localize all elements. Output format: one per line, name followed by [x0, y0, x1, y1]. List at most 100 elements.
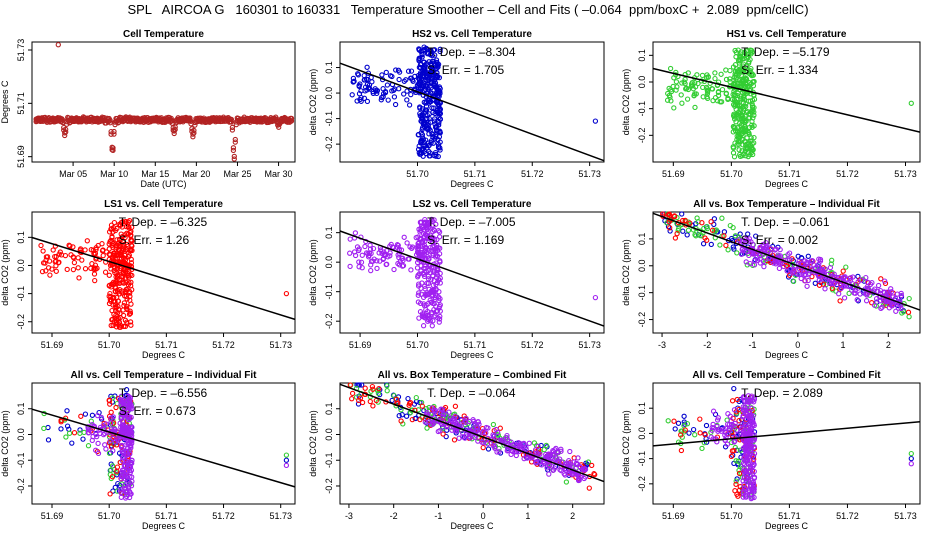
data-point	[107, 262, 114, 268]
x-tick-label: Mar 20	[182, 169, 210, 179]
data-point	[115, 303, 121, 310]
x-tick-label: -1	[749, 340, 757, 350]
data-point	[437, 46, 443, 52]
data-point	[108, 415, 114, 421]
data-point	[418, 219, 425, 225]
data-point	[541, 446, 547, 453]
data-point	[670, 83, 676, 90]
data-point	[80, 436, 86, 442]
y-tick-label: 0.1	[637, 233, 647, 246]
data-point	[546, 471, 552, 477]
data-point	[898, 292, 905, 299]
panel-title: HS1 vs. Cell Temperature	[727, 29, 847, 40]
data-point	[798, 275, 804, 282]
data-point	[666, 92, 673, 99]
data-point	[89, 429, 95, 435]
data-point	[108, 420, 114, 426]
data-point	[671, 105, 677, 111]
data-point	[396, 76, 402, 83]
panel-title: LS1 vs. Cell Temperature	[104, 199, 223, 210]
data-point	[63, 129, 69, 135]
data-point	[665, 418, 671, 424]
data-point	[79, 257, 85, 263]
panel-title: Cell Temperature	[123, 29, 204, 40]
data-point	[118, 251, 124, 258]
data-point	[114, 237, 120, 243]
data-point	[432, 124, 439, 130]
data-point	[747, 115, 753, 121]
y-tick-label: 0.1	[637, 402, 647, 415]
y-tick-label: -0.2	[324, 313, 334, 329]
fit-annotation: S. Err. = 1.26	[119, 233, 190, 247]
data-point	[106, 272, 112, 278]
data-point	[436, 234, 443, 240]
data-point	[430, 251, 436, 257]
data-point	[428, 277, 434, 283]
data-point	[381, 251, 387, 258]
y-axis-label: delta CO2 (ppm)	[621, 69, 631, 136]
y-axis-label: delta CO2 (ppm)	[308, 69, 318, 136]
data-point	[435, 153, 441, 160]
data-point	[671, 75, 677, 81]
y-tick-label: -0.1	[16, 452, 26, 468]
data-point	[741, 125, 748, 132]
data-point	[391, 94, 398, 100]
data-point	[432, 313, 438, 319]
data-point	[673, 87, 679, 93]
data-point	[875, 282, 882, 289]
data-point	[129, 474, 135, 480]
data-point	[847, 275, 854, 281]
data-points	[660, 211, 912, 320]
data-point	[437, 106, 443, 113]
data-point	[712, 75, 718, 82]
data-point	[434, 59, 440, 66]
data-point	[790, 278, 797, 285]
data-point	[399, 255, 405, 262]
data-point	[840, 274, 846, 281]
data-point	[422, 245, 428, 251]
data-point	[672, 235, 679, 241]
data-point	[725, 95, 731, 101]
data-point	[128, 445, 134, 451]
data-point	[675, 420, 682, 426]
data-point	[795, 271, 801, 277]
panel-title: HS2 vs. Cell Temperature	[412, 29, 532, 40]
data-point	[732, 128, 739, 134]
data-point	[89, 261, 95, 267]
data-point	[878, 305, 884, 312]
data-point	[751, 112, 757, 118]
data-point	[39, 268, 46, 275]
x-tick-label: 51.73	[894, 169, 917, 179]
data-point	[58, 426, 64, 432]
x-tick-label: 51.71	[778, 511, 801, 521]
x-tick-label: 51.72	[212, 511, 235, 521]
data-point	[692, 84, 699, 90]
data-point	[417, 309, 424, 315]
data-point	[127, 229, 133, 236]
data-point	[680, 228, 686, 234]
data-point	[232, 139, 238, 145]
data-point	[727, 67, 733, 74]
data-point	[679, 100, 685, 106]
data-point	[400, 262, 407, 269]
fit-line	[652, 212, 921, 311]
data-point	[679, 211, 685, 217]
data-point	[424, 125, 430, 132]
y-axis-label: delta CO2 (ppm)	[308, 239, 318, 306]
y-axis-label: delta CO2 (ppm)	[621, 239, 631, 306]
data-point	[437, 275, 443, 281]
data-point	[886, 290, 892, 296]
data-point	[727, 222, 733, 229]
data-point	[102, 442, 108, 448]
data-point	[396, 69, 403, 75]
data-point	[368, 267, 374, 274]
data-point	[366, 250, 373, 256]
data-point	[283, 290, 290, 297]
data-point	[426, 247, 432, 253]
y-tick-label: -0.1	[324, 111, 334, 127]
y-tick-label: 0.0	[637, 76, 647, 89]
data-point	[841, 295, 848, 301]
y-tick-label: -0.2	[637, 476, 647, 492]
data-point	[672, 426, 678, 432]
data-point	[56, 259, 62, 265]
